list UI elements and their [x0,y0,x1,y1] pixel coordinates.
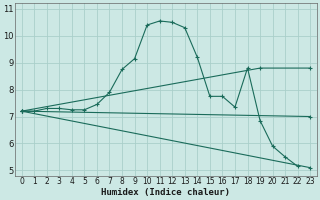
X-axis label: Humidex (Indice chaleur): Humidex (Indice chaleur) [101,188,230,197]
